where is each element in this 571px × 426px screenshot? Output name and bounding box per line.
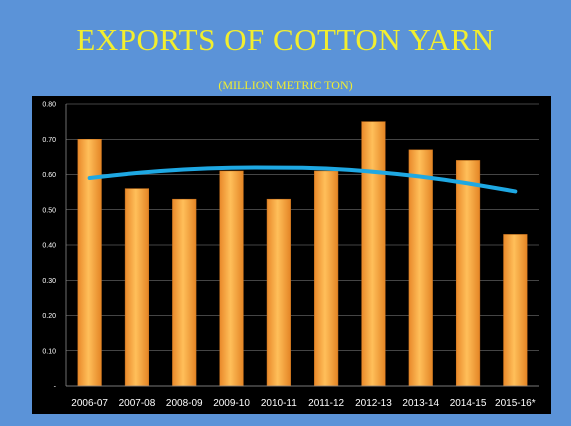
x-tick-label: 2015-16* (495, 398, 536, 409)
y-tick-label: 0.60 (42, 172, 56, 179)
slide-title: EXPORTS OF COTTON YARN (76, 22, 495, 57)
x-tick-label: 2014-15 (450, 398, 487, 409)
y-tick-label: 0.40 (42, 243, 56, 250)
slide-subtitle: (MILLION METRIC TON) (218, 78, 353, 92)
x-tick-label: 2013-14 (402, 398, 439, 409)
x-tick-label: 2010-11 (261, 398, 297, 409)
y-tick-label: 0.80 (42, 102, 56, 109)
y-tick-label: 0.20 (42, 313, 56, 320)
y-tick-label: 0.30 (42, 278, 56, 285)
bar (314, 170, 339, 387)
bar (219, 170, 244, 387)
bar-chart: - 0.10 0.20 0.30 0.40 0.50 0.60 0.70 0.80 2006-07… (42, 102, 539, 409)
bar (266, 198, 291, 387)
chart-panel: - 0.10 0.20 0.30 0.40 0.50 0.60 0.70 0.80 2006-07… (32, 96, 551, 414)
x-tick-label: 2008-09 (166, 398, 203, 409)
x-tick-label: 2006-07 (71, 398, 108, 409)
y-tick-label: - (54, 384, 57, 391)
bar (172, 198, 197, 387)
y-tick-label: 0.10 (42, 348, 56, 355)
y-tick-label: 0.70 (42, 137, 56, 144)
trendline (87, 165, 518, 194)
y-tick-label: 0.50 (42, 207, 56, 214)
x-tick-label: 2009-10 (213, 398, 250, 409)
bar (455, 160, 481, 387)
x-tick-label: 2007-08 (119, 398, 156, 409)
bar (124, 188, 150, 387)
x-tick-label: 2011-12 (308, 398, 344, 409)
bar (408, 149, 433, 387)
x-tick-label: 2012-13 (355, 398, 392, 409)
bar (503, 234, 528, 387)
bar (361, 121, 386, 387)
